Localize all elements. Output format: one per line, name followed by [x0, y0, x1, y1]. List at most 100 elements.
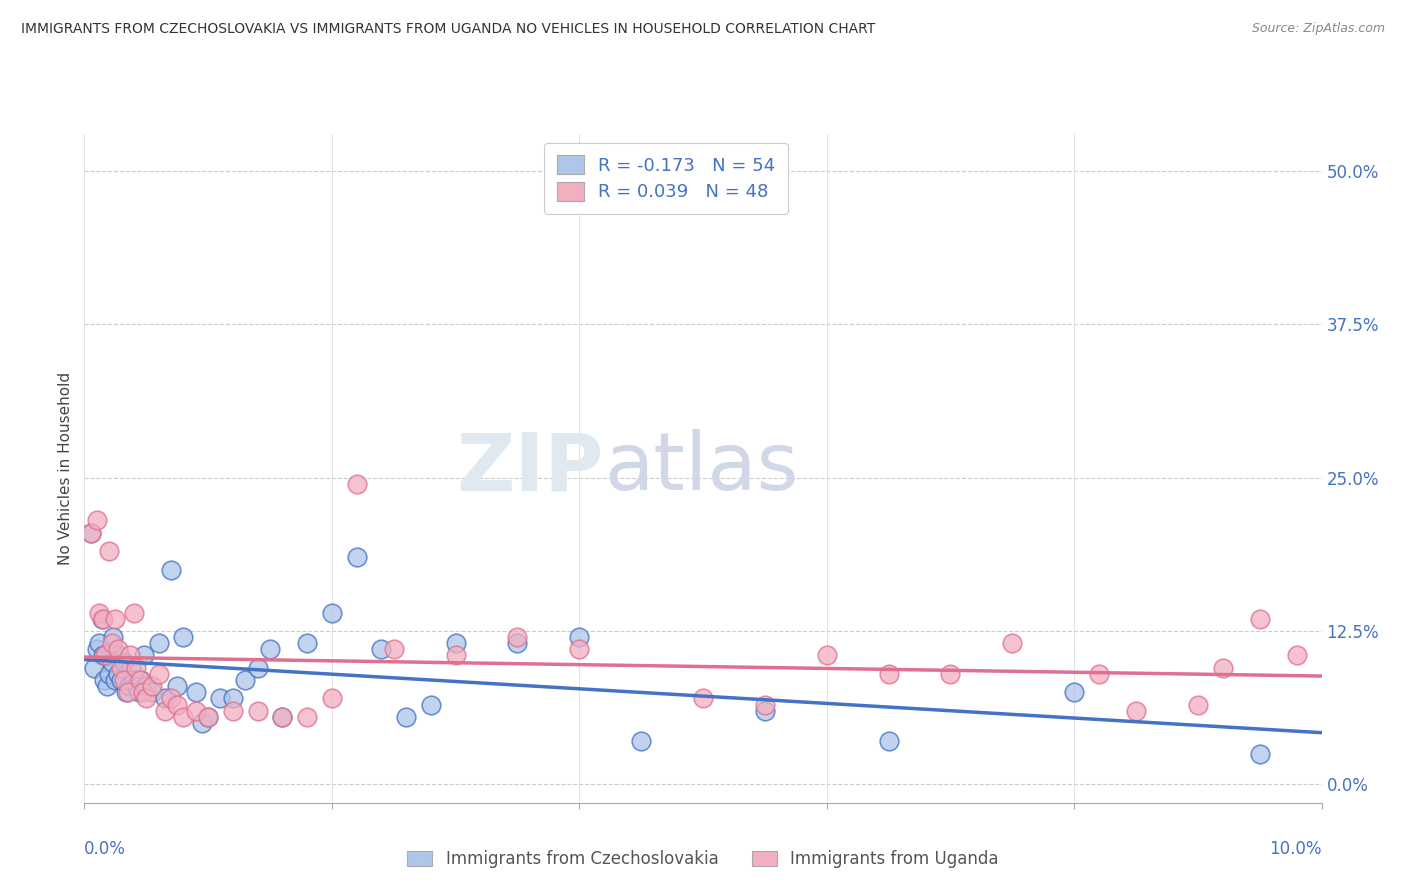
Point	[83, 661, 105, 675]
Point	[346, 550, 368, 565]
Point	[117, 685, 139, 699]
Point	[233, 673, 256, 687]
Point	[141, 685, 163, 699]
Point	[877, 667, 900, 681]
Point	[1063, 685, 1085, 699]
Point	[444, 636, 467, 650]
Point	[692, 691, 714, 706]
Point	[118, 679, 141, 693]
Point	[382, 642, 405, 657]
Point	[132, 648, 155, 663]
Point	[129, 673, 152, 687]
Point	[246, 704, 269, 718]
Point	[1125, 704, 1147, 718]
Text: Source: ZipAtlas.com: Source: ZipAtlas.com	[1251, 22, 1385, 36]
Point	[197, 710, 219, 724]
Point	[1249, 612, 1271, 626]
Point	[1088, 667, 1111, 681]
Point	[197, 710, 219, 724]
Point	[172, 630, 194, 644]
Point	[160, 691, 183, 706]
Point	[370, 642, 392, 657]
Y-axis label: No Vehicles in Household: No Vehicles in Household	[58, 372, 73, 565]
Text: ZIP: ZIP	[457, 429, 605, 508]
Point	[93, 673, 115, 687]
Point	[141, 679, 163, 693]
Point	[259, 642, 281, 657]
Point	[568, 642, 591, 657]
Point	[86, 642, 108, 657]
Point	[1285, 648, 1308, 663]
Point	[86, 513, 108, 527]
Point	[444, 648, 467, 663]
Point	[79, 525, 101, 540]
Point	[754, 698, 776, 712]
Point	[321, 606, 343, 620]
Text: 0.0%: 0.0%	[84, 839, 127, 857]
Point	[108, 648, 131, 663]
Text: atlas: atlas	[605, 429, 799, 508]
Point	[939, 667, 962, 681]
Point	[1212, 661, 1234, 675]
Point	[1249, 747, 1271, 761]
Point	[120, 648, 142, 663]
Point	[184, 704, 207, 718]
Point	[101, 630, 124, 644]
Text: IMMIGRANTS FROM CZECHOSLOVAKIA VS IMMIGRANTS FROM UGANDA NO VEHICLES IN HOUSEHOL: IMMIGRANTS FROM CZECHOSLOVAKIA VS IMMIGR…	[21, 22, 876, 37]
Point	[91, 612, 114, 626]
Point	[125, 661, 148, 675]
Point	[120, 661, 142, 675]
Point	[98, 544, 121, 558]
Point	[91, 648, 114, 663]
Point	[222, 691, 245, 706]
Point	[877, 734, 900, 748]
Point	[90, 612, 112, 626]
Point	[89, 636, 111, 650]
Point	[166, 698, 188, 712]
Point	[246, 661, 269, 675]
Point	[129, 673, 152, 687]
Point	[96, 679, 118, 693]
Point	[148, 667, 170, 681]
Point	[166, 679, 188, 693]
Point	[98, 667, 121, 681]
Point	[107, 642, 129, 657]
Point	[271, 710, 294, 724]
Point	[160, 563, 183, 577]
Point	[100, 655, 122, 669]
Point	[135, 691, 157, 706]
Point	[395, 710, 418, 724]
Point	[321, 691, 343, 706]
Legend: Immigrants from Czechoslovakia, Immigrants from Uganda: Immigrants from Czechoslovakia, Immigran…	[401, 844, 1005, 875]
Point	[222, 704, 245, 718]
Point	[94, 648, 117, 663]
Point	[506, 630, 529, 644]
Point	[1187, 698, 1209, 712]
Point	[135, 679, 157, 693]
Point	[172, 710, 194, 724]
Point	[568, 630, 591, 644]
Point	[419, 698, 441, 712]
Point	[131, 685, 153, 699]
Point	[153, 691, 176, 706]
Point	[346, 476, 368, 491]
Point	[110, 661, 132, 675]
Text: 10.0%: 10.0%	[1270, 839, 1322, 857]
Point	[630, 734, 652, 748]
Point	[754, 704, 776, 718]
Point	[209, 691, 232, 706]
Point	[122, 606, 145, 620]
Point	[107, 667, 129, 681]
Point	[191, 716, 214, 731]
Point	[122, 673, 145, 687]
Point	[148, 636, 170, 650]
Point	[112, 673, 135, 687]
Point	[184, 685, 207, 699]
Point	[271, 710, 294, 724]
Point	[295, 636, 318, 650]
Point	[104, 612, 127, 626]
Legend: R = -0.173   N = 54, R = 0.039   N = 48: R = -0.173 N = 54, R = 0.039 N = 48	[544, 143, 787, 214]
Point	[104, 673, 127, 687]
Point	[100, 636, 122, 650]
Point	[115, 685, 138, 699]
